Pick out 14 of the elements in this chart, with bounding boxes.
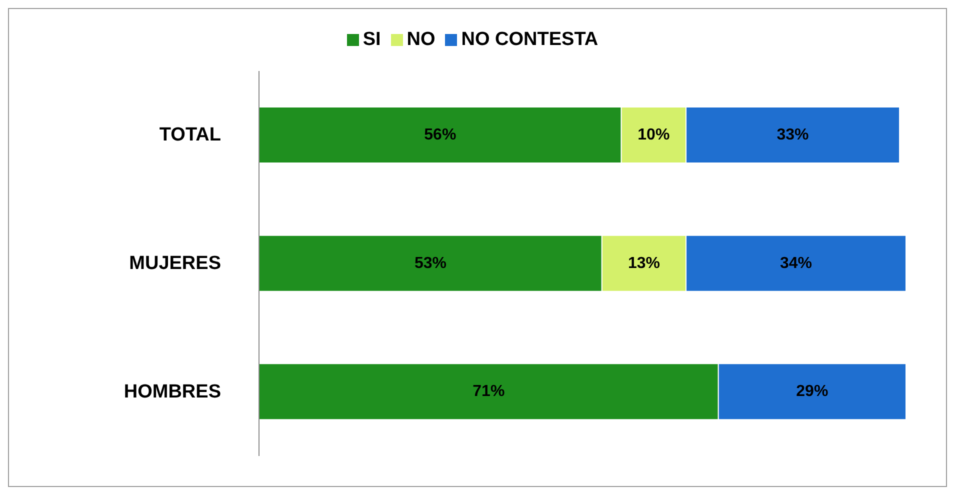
legend-label: NO CONTESTA: [461, 29, 598, 50]
data-label: 53%: [414, 254, 446, 272]
data-label: 10%: [638, 126, 670, 144]
data-label: 29%: [796, 383, 828, 400]
data-label: 33%: [776, 126, 809, 144]
data-label: 71%: [472, 383, 505, 400]
legend-label: NO: [406, 29, 436, 50]
legend-label: SI: [362, 29, 381, 50]
data-label: 13%: [628, 254, 660, 272]
y-tick-label: HOMBRES: [124, 381, 221, 402]
data-label: 56%: [424, 126, 456, 144]
y-tick-label: TOTAL: [159, 124, 222, 146]
data-label: 34%: [780, 254, 812, 272]
y-tick-label: MUJERES: [129, 253, 221, 274]
